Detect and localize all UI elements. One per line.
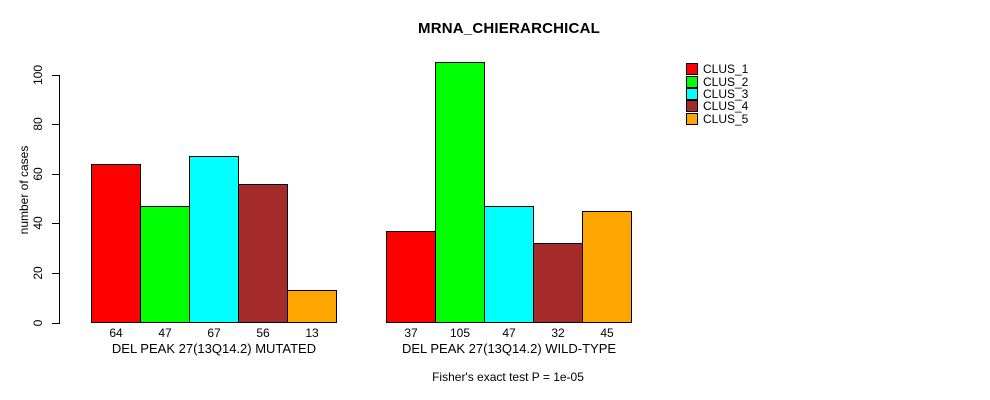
y-axis-tick-label: 40 bbox=[31, 216, 45, 230]
y-axis-tick bbox=[52, 223, 60, 225]
bar-clus_5-group2 bbox=[582, 210, 632, 324]
bar-clus_3-group1 bbox=[189, 156, 239, 324]
group-label-wild-type: DEL PEAK 27(13Q14.2) WILD-TYPE bbox=[401, 341, 617, 356]
legend-swatch-clus_1 bbox=[686, 63, 698, 76]
legend-label: CLUS_2 bbox=[703, 74, 749, 89]
legend-item: CLUS_1 bbox=[686, 62, 749, 77]
legend-item: CLUS_3 bbox=[686, 86, 749, 101]
bar-value-label: 32 bbox=[551, 326, 565, 340]
legend-item: CLUS_4 bbox=[686, 99, 749, 114]
legend-swatch-clus_4 bbox=[686, 100, 698, 113]
fisher-test-note: Fisher's exact test P = 1e-05 bbox=[432, 370, 584, 384]
legend-swatch-clus_3 bbox=[686, 87, 698, 100]
y-axis-tick-label: 20 bbox=[31, 266, 45, 280]
legend-swatch-clus_5 bbox=[686, 112, 698, 125]
legend-item: CLUS_5 bbox=[686, 111, 749, 126]
legend-label: CLUS_3 bbox=[703, 86, 749, 101]
bar-value-label: 105 bbox=[449, 326, 471, 340]
bar-clus_3-group2 bbox=[484, 205, 534, 324]
legend-label: CLUS_4 bbox=[703, 99, 749, 114]
y-axis-tick-label: 0 bbox=[31, 319, 45, 326]
bar-clus_1-group2 bbox=[386, 230, 436, 324]
y-axis-title: number of cases bbox=[17, 145, 31, 235]
y-axis-tick-label: 60 bbox=[31, 167, 45, 181]
legend-label: CLUS_5 bbox=[703, 111, 749, 126]
y-axis-tick bbox=[52, 124, 60, 126]
group-label-mutated: DEL PEAK 27(13Q14.2) MUTATED bbox=[111, 341, 317, 356]
bar-value-label: 13 bbox=[305, 326, 319, 340]
bar-value-label: 47 bbox=[502, 326, 516, 340]
y-axis-tick-label: 100 bbox=[31, 64, 45, 85]
bar-clus_4-group2 bbox=[533, 243, 583, 324]
legend-swatch-clus_2 bbox=[686, 75, 698, 88]
legend: CLUS_1 CLUS_2 CLUS_3 CLUS_4 CLUS_5 bbox=[686, 63, 748, 125]
bar-value-label: 45 bbox=[600, 326, 614, 340]
chart-title: MRNA_CHIERARCHICAL bbox=[418, 20, 600, 37]
bar-value-label: 56 bbox=[256, 326, 270, 340]
bar-value-label: 67 bbox=[207, 326, 221, 340]
bar-clus_5-group1 bbox=[287, 290, 337, 324]
y-axis-tick-label: 80 bbox=[31, 117, 45, 131]
y-axis-tick bbox=[52, 322, 60, 324]
y-axis-line bbox=[59, 74, 60, 324]
legend-item: CLUS_2 bbox=[686, 74, 749, 89]
legend-label: CLUS_1 bbox=[703, 62, 749, 77]
y-axis-tick bbox=[52, 272, 60, 274]
bar-clus_4-group1 bbox=[238, 183, 288, 324]
bar-value-label: 37 bbox=[404, 326, 418, 340]
y-axis-tick bbox=[52, 74, 60, 76]
bar-clus_2-group2 bbox=[435, 62, 485, 324]
bar-value-label: 64 bbox=[109, 326, 123, 340]
y-axis-tick bbox=[52, 173, 60, 175]
bar-clus_2-group1 bbox=[140, 205, 190, 324]
bar-value-label: 47 bbox=[158, 326, 172, 340]
bar-clus_1-group1 bbox=[91, 163, 141, 324]
